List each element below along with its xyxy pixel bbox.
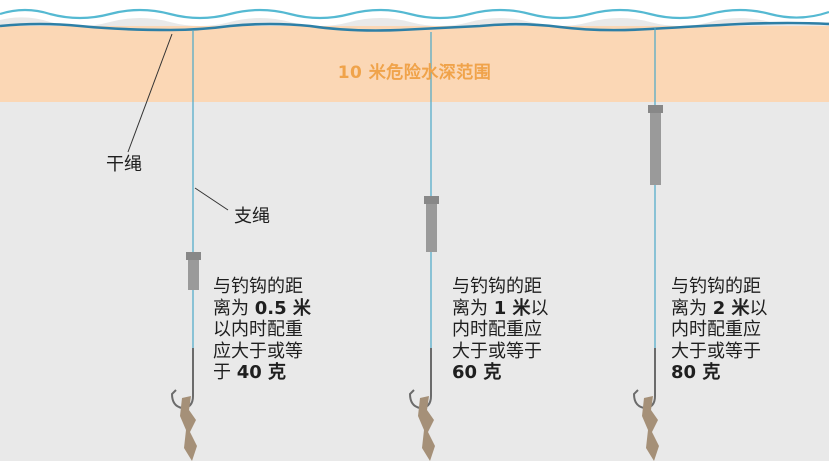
rig-3-line-5: 80 克 [671, 362, 768, 384]
rig-1-line-5-prefix: 于 [213, 362, 237, 383]
rig-1-weight: 40 克 [236, 362, 287, 383]
rig-3-description: 与钓钩的距 离为 2 米以 内时配重应 大于或等于 80 克 [671, 276, 768, 384]
rig-2-distance: 1 米 [493, 297, 531, 319]
water-surface-fill [0, 0, 829, 26]
sinker-1 [188, 256, 199, 290]
rig-3-line-2-suffix: 以 [749, 297, 768, 319]
bait-3 [642, 396, 659, 461]
sinker-2 [426, 200, 437, 252]
sinker-3-cap [648, 105, 663, 113]
main-line-label: 干绳 [106, 154, 142, 175]
rig-1-line-2: 离为 0.5 米 [213, 298, 311, 320]
bait-1 [180, 396, 197, 461]
rig-3-weight: 80 克 [671, 362, 721, 383]
rig-3-line-2: 离为 2 米以 [671, 298, 768, 320]
branch-line-pointer [194, 187, 229, 211]
rig-2-weight: 60 克 [452, 362, 502, 383]
rig-2-description: 与钓钩的距 离为 1 米以 内时配重应 大于或等于 60 克 [452, 276, 549, 384]
rig-1-line-3: 以内时配重 [213, 319, 303, 340]
rig-2-line-2-suffix: 以 [530, 297, 549, 319]
danger-zone-band [0, 26, 829, 102]
water-surface-line-dark [0, 21, 829, 32]
water-surface-line-light [0, 8, 829, 20]
main-line-pointer [127, 33, 173, 153]
rig-1-line-2-prefix: 离为 [213, 297, 255, 319]
rig-3-line-4: 大于或等于 [671, 340, 761, 362]
sinker-3 [650, 110, 661, 185]
danger-zone-label: 10 米危险水深范围 [337, 63, 492, 83]
rig-2 [408, 32, 439, 461]
rig-1 [170, 30, 201, 461]
bait-2 [418, 396, 435, 461]
rig-1-line-1: 与钓钩的距 [213, 276, 303, 297]
rig-2-line-3: 内时配重应 [452, 319, 542, 340]
rig-2-line-4: 大于或等于 [452, 340, 542, 362]
rig-1-description: 与钓钩的距 离为 0.5 米 以内时配重 应大于或等 于 40 克 [213, 276, 311, 384]
rig-1-line-4: 应大于或等 [213, 340, 303, 362]
rig-3 [632, 28, 663, 461]
rig-3-distance: 2 米 [712, 297, 750, 319]
rig-3-line-3: 内时配重应 [671, 319, 761, 340]
sinker-2-cap [424, 196, 439, 204]
rig-2-line-2: 离为 1 米以 [452, 298, 549, 320]
rig-2-line-1: 与钓钩的距 [452, 276, 542, 297]
sinker-1-cap [186, 252, 201, 260]
rig-2-line-2-prefix: 离为 [452, 297, 494, 319]
rig-1-line-5: 于 40 克 [213, 362, 311, 384]
rig-3-line-1: 与钓钩的距 [671, 276, 761, 297]
rig-1-distance: 0.5 米 [254, 297, 311, 319]
rig-2-line-5: 60 克 [452, 362, 549, 384]
rig-3-line-2-prefix: 离为 [671, 297, 713, 319]
branch-line-label: 支绳 [234, 206, 270, 227]
